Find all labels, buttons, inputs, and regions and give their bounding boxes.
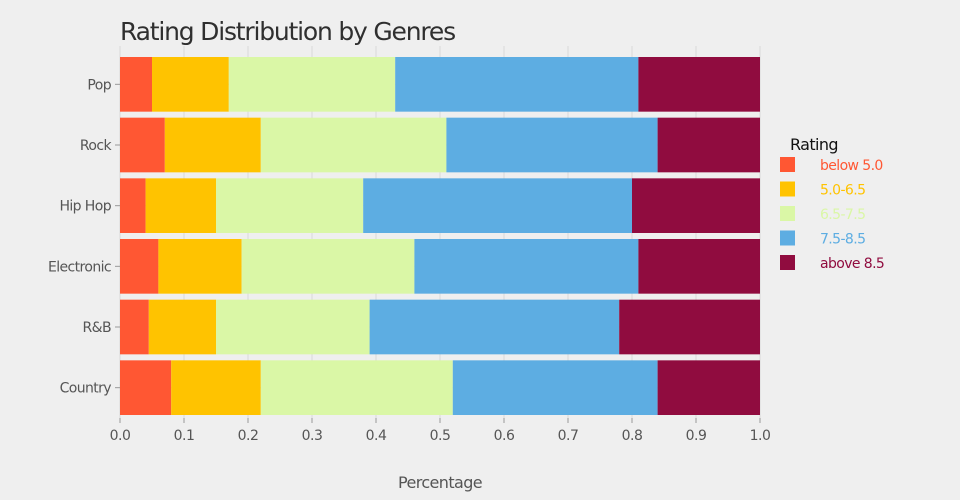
legend-swatch bbox=[780, 157, 795, 172]
bar-segment bbox=[216, 299, 370, 355]
bar-segment bbox=[619, 299, 760, 355]
legend-label: 7.5-8.5 bbox=[820, 232, 865, 248]
bar-segment bbox=[120, 239, 159, 294]
legend-swatch bbox=[780, 181, 795, 197]
bar-segment bbox=[638, 239, 760, 294]
bar-segment bbox=[120, 299, 149, 355]
y-tick-label: Country bbox=[60, 381, 112, 397]
bar-segment bbox=[363, 178, 632, 233]
bar-segment bbox=[657, 360, 760, 415]
bar-segment bbox=[260, 360, 453, 415]
bars bbox=[120, 57, 760, 415]
legend-swatch bbox=[780, 230, 795, 246]
x-tick-label: 0.6 bbox=[494, 428, 515, 444]
bar-segment bbox=[452, 360, 658, 415]
bar-segment bbox=[216, 178, 364, 233]
legend-swatch bbox=[780, 206, 795, 221]
y-tick-label: Rock bbox=[80, 138, 113, 154]
bar-segment bbox=[171, 360, 261, 415]
bar-segment bbox=[228, 57, 396, 112]
y-tick-label: R&B bbox=[83, 320, 111, 336]
legend-label: 5.0-6.5 bbox=[820, 183, 865, 199]
legend-label: above 8.5 bbox=[820, 256, 884, 272]
x-tick-label: 0.9 bbox=[686, 428, 707, 444]
bar-segment bbox=[164, 117, 261, 173]
y-tick-label: Electronic bbox=[48, 259, 111, 275]
legend: Rating below 5.0 5.0-6.5 6.5-7.5 7.5-8.5 abo… bbox=[780, 135, 885, 272]
x-tick-label: 0.0 bbox=[110, 428, 131, 444]
x-tick-label: 0.7 bbox=[558, 428, 579, 444]
bar-segment bbox=[260, 117, 447, 173]
bar-segment bbox=[414, 239, 639, 294]
bar-segment bbox=[120, 117, 165, 173]
x-tick-label: 0.5 bbox=[430, 428, 451, 444]
bar-segment bbox=[638, 57, 760, 112]
x-tick-label: 0.1 bbox=[174, 428, 195, 444]
bar-segment bbox=[152, 57, 229, 112]
y-axis: Pop Rock Hip Hop Electronic R&B Country bbox=[48, 77, 120, 397]
y-tick-label: Hip Hop bbox=[59, 199, 111, 215]
legend-swatch bbox=[780, 255, 795, 270]
chart-title: Rating Distribution by Genres bbox=[120, 17, 455, 46]
x-tick-label: 0.2 bbox=[238, 428, 259, 444]
bar-segment bbox=[120, 360, 172, 415]
bar-segment bbox=[145, 178, 216, 233]
bar-segment bbox=[158, 239, 242, 294]
bar-segment bbox=[148, 299, 216, 355]
x-tick-label: 0.3 bbox=[302, 428, 323, 444]
x-axis-label: Percentage bbox=[398, 473, 482, 492]
y-tick-label: Pop bbox=[87, 77, 111, 93]
legend-title: Rating bbox=[790, 135, 838, 154]
bar-segment bbox=[446, 117, 658, 173]
legend-label: below 5.0 bbox=[820, 158, 883, 174]
bar-segment bbox=[632, 178, 760, 233]
bar-segment bbox=[395, 57, 639, 112]
legend-label: 6.5-7.5 bbox=[820, 207, 865, 223]
bar-segment bbox=[657, 117, 760, 173]
bar-segment bbox=[369, 299, 620, 355]
bar-segment bbox=[241, 239, 415, 294]
bar-segment bbox=[120, 57, 152, 112]
bar-segment bbox=[120, 178, 146, 233]
x-tick-label: 0.4 bbox=[366, 428, 387, 444]
x-tick-label: 1.0 bbox=[750, 428, 771, 444]
x-axis: 0.0 0.1 0.2 0.3 0.4 0.5 0.6 0.7 0.8 0.9 1.0 bbox=[110, 418, 771, 444]
x-tick-label: 0.8 bbox=[622, 428, 643, 444]
